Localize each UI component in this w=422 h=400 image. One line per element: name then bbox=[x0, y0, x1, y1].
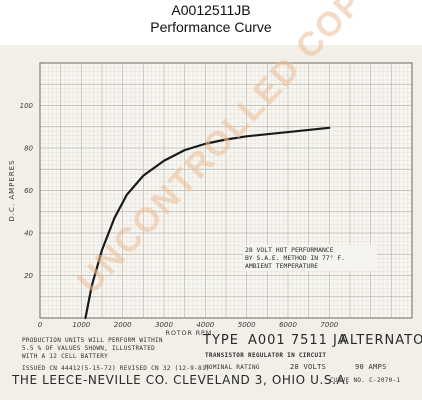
production-line-3: WITH A 12 CELL BATTERY bbox=[22, 353, 109, 360]
y-tick-label: 100 bbox=[20, 102, 34, 110]
curve-number: CURVE NO. C-2070-1 bbox=[330, 377, 401, 384]
y-axis-label: D.C. AMPERES bbox=[8, 159, 16, 221]
part-number: A0012511JB bbox=[171, 2, 251, 18]
x-tick-label: 1000 bbox=[72, 321, 90, 329]
y-tick-label: 20 bbox=[24, 272, 33, 280]
production-note: PRODUCTION UNITS WILL PERFORM WITHIN 5.5… bbox=[22, 337, 163, 361]
x-tick-label: 4000 bbox=[196, 321, 214, 329]
amps-value: 90 AMPS bbox=[355, 363, 387, 371]
performance-curve bbox=[84, 126, 331, 320]
production-line-2: 5.5 % OF VALUES SHOWN, ILLUSTRATED bbox=[22, 345, 156, 352]
type-label: TYPE bbox=[203, 333, 239, 348]
y-tick-label: 80 bbox=[24, 145, 33, 153]
x-tick-label: 2000 bbox=[114, 321, 132, 329]
volts-value: 28 VOLTS bbox=[290, 363, 327, 371]
y-tick-label: 60 bbox=[24, 187, 33, 195]
annotation-line-1: 28 VOLT HOT PERFORMANCE bbox=[245, 246, 334, 254]
nominal-rating-label: NOMINAL RATING bbox=[205, 364, 260, 371]
chart-annotation: 28 VOLT HOT PERFORMANCE BY S.A.E. METHOD… bbox=[243, 245, 377, 271]
annotation-line-2: BY S.A.E. METHOD IN 77° F. bbox=[245, 254, 346, 262]
type-value: A001 7511 JA bbox=[248, 333, 348, 348]
annotation-line-3: AMBIENT TEMPERATURE bbox=[245, 262, 319, 270]
production-line-1: PRODUCTION UNITS WILL PERFORM WITHIN bbox=[22, 337, 163, 344]
company-name: THE LEECE-NEVILLE CO. CLEVELAND 3, OHIO … bbox=[12, 373, 350, 387]
x-tick-label: 5000 bbox=[238, 321, 256, 329]
x-tick-label: 7000 bbox=[320, 321, 338, 329]
x-tick-label: 3000 bbox=[155, 321, 173, 329]
issued-note: ISSUED CN 44412(5-15-72) REVISED CN 32 (… bbox=[22, 365, 210, 372]
x-tick-label: 0 bbox=[38, 321, 43, 329]
performance-chart: 0 1000 2000 3000 4000 5000 6000 7000 20 40 60 80 100… bbox=[8, 62, 413, 337]
y-tick-label: 40 bbox=[24, 230, 33, 238]
x-tick-label: 6000 bbox=[279, 321, 297, 329]
alternator-label: ALTERNATOR bbox=[340, 333, 422, 348]
page-subtitle: Performance Curve bbox=[150, 19, 272, 35]
regulator-note: TRANSISTOR REGULATOR IN CIRCUIT bbox=[205, 352, 327, 359]
plot-border bbox=[39, 62, 413, 319]
x-axis-label: ROTOR RPM bbox=[166, 329, 213, 337]
